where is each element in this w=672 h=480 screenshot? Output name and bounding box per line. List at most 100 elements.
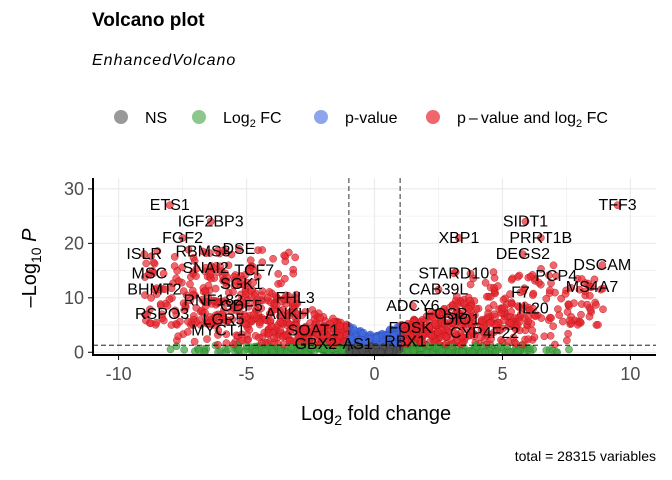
point-fc xyxy=(437,347,446,355)
legend-key-ns xyxy=(114,110,128,124)
point-sig-fc xyxy=(507,300,516,308)
point-sig-fc xyxy=(494,282,502,290)
point-sig-fc xyxy=(310,310,319,319)
point-sig-fc xyxy=(565,316,574,325)
point-sig-fc xyxy=(170,253,179,261)
point-sig-fc xyxy=(431,319,439,328)
point-sig-fc xyxy=(255,333,263,342)
point-sig-fc xyxy=(597,285,605,294)
point-sig-fc xyxy=(163,301,172,310)
legend-key-log2fc xyxy=(192,110,206,124)
point-sig-fc xyxy=(599,305,607,314)
point-label: CAB39L xyxy=(409,282,469,299)
point-sig-fc xyxy=(460,324,468,333)
y-axis-title: –Log10 P xyxy=(19,228,44,308)
point-sig-fc xyxy=(230,276,239,285)
point-fc xyxy=(224,345,232,354)
point-label: GBX2-AS1 xyxy=(294,336,372,353)
point-fc xyxy=(418,344,427,352)
point-label: SGK1 xyxy=(220,276,263,293)
point-sig-fc xyxy=(551,340,559,349)
point-ns xyxy=(353,342,362,351)
point-sig-fc xyxy=(213,246,222,255)
point-sig-fc xyxy=(467,312,476,321)
point-sig-fc xyxy=(325,319,334,328)
point-sig-fc xyxy=(507,275,516,284)
point-sig-fc xyxy=(458,332,466,341)
point-label: MYCT1 xyxy=(191,323,245,340)
point-sig-fc xyxy=(146,305,154,314)
point-sig-fc xyxy=(490,328,499,336)
point-sig-fc xyxy=(221,278,230,286)
point-sig-fc xyxy=(577,310,585,319)
legend-label-log2fc: Log2 FC xyxy=(223,110,282,130)
point-sig-fc xyxy=(592,301,600,309)
point-sig-fc xyxy=(563,336,571,345)
point-sig-fc xyxy=(183,328,192,336)
y-tick-label: 30 xyxy=(64,179,84,199)
point-label: MSC xyxy=(132,265,168,282)
point-sig-fc xyxy=(500,304,509,312)
point-sig-fc xyxy=(245,325,254,334)
point-sig-fc xyxy=(184,245,193,254)
point-fc xyxy=(320,344,329,353)
point-sig-fc xyxy=(587,305,595,314)
point-sig-fc xyxy=(222,330,231,339)
point-sig-fc xyxy=(267,306,276,314)
point-sig-fc xyxy=(203,335,211,343)
point-sig-fc xyxy=(269,254,277,263)
y-tick-label: 0 xyxy=(74,342,84,362)
point-sig-fc xyxy=(250,291,259,300)
plot-title: Volcano plot xyxy=(92,10,205,31)
point-sig-fc xyxy=(253,272,262,281)
point-sig-fc xyxy=(564,300,573,309)
point-sig-fc xyxy=(291,253,300,262)
point-label: PRRT1B xyxy=(509,230,572,247)
point-label: DEGS2 xyxy=(496,246,550,263)
point-sig-fc xyxy=(189,290,198,299)
point-sig-fc xyxy=(542,294,551,303)
point-sig-fc xyxy=(559,317,567,326)
point-label: CYP4F22 xyxy=(450,325,519,342)
point-sig-fc xyxy=(227,250,236,259)
legend: NS Log2 FC p-value p – value and log2 FC xyxy=(114,110,608,130)
point-fc xyxy=(472,342,481,351)
point-label: IGF2BP3 xyxy=(178,214,244,231)
point-label: TFF3 xyxy=(598,197,636,214)
point-sig-fc xyxy=(285,320,294,329)
point-sig-fc xyxy=(159,269,168,278)
y-tick-label: 10 xyxy=(64,288,84,308)
point-label: F7 xyxy=(511,284,530,301)
point-sig-fc xyxy=(192,272,200,280)
point-sig-fc xyxy=(228,300,237,308)
point-sig-fc xyxy=(271,292,280,300)
point-sig-fc xyxy=(546,286,554,295)
point-sig-fc xyxy=(266,316,275,325)
point-label: ISLR xyxy=(126,246,162,263)
point-sig-fc xyxy=(573,320,582,329)
point-sig-fc xyxy=(564,329,572,338)
legend-label-ns: NS xyxy=(145,110,167,127)
x-tick-label: -10 xyxy=(106,364,132,384)
point-sig-fc xyxy=(490,274,499,282)
point-sig-fc xyxy=(316,323,325,332)
point-sig-fc xyxy=(251,299,259,307)
point-label: MS4A7 xyxy=(566,279,619,296)
point-sig-fc xyxy=(452,292,461,301)
point-label: BHMT2 xyxy=(127,282,181,299)
point-sig-fc xyxy=(335,331,344,340)
point-sig-fc xyxy=(174,332,182,341)
point-sig-fc xyxy=(499,295,508,304)
x-tick-label: 10 xyxy=(620,364,640,384)
point-label: RSPO3 xyxy=(135,306,189,323)
plot-subtitle: EnhancedVolcano xyxy=(92,52,237,69)
point-sig-fc xyxy=(498,324,507,333)
legend-item-ns: NS xyxy=(114,110,167,127)
point-label: RBX1 xyxy=(384,333,426,350)
point-label: SIDT1 xyxy=(503,214,548,231)
point-sig-fc xyxy=(264,329,273,338)
point-sig-fc xyxy=(238,330,246,339)
caption: total = 28315 variables xyxy=(515,448,656,464)
point-sig-fc xyxy=(586,291,594,300)
